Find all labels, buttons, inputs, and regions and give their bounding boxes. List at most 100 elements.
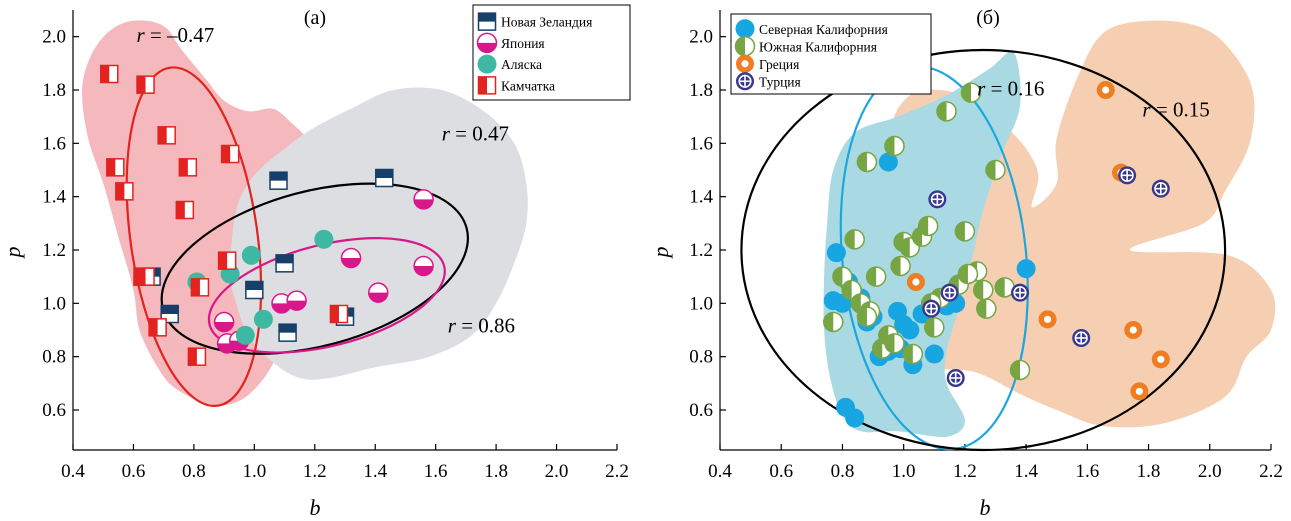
legend-box [730,13,932,95]
x-tick-label: 2.2 [1259,461,1283,482]
legend-marker [477,54,497,74]
y-tick-label: 0.8 [689,347,713,368]
panel-label: (а) [304,7,326,29]
r-label: r = 0.86 [448,314,515,338]
x-tick-label: 0.4 [708,461,732,482]
y-tick-label: 2.0 [42,27,66,48]
data-point [178,158,198,177]
series-2 [906,81,1170,401]
series-0 [142,168,394,342]
y-tick-label: 1.0 [689,293,713,314]
data-point [957,263,979,285]
y-tick-label: 1.8 [42,80,66,101]
data-point [136,267,155,286]
y-tick-label: 1.2 [689,240,713,261]
series-1 [213,189,434,354]
data-point [1151,350,1170,369]
data-point [865,266,887,287]
x-axis-title: b [980,495,991,520]
data-point [1124,321,1143,339]
correlation-labels: r = –0.47 r = 0.47 r = 0.86 [136,23,515,338]
data-point [902,343,924,365]
data-point [278,323,297,342]
r-label: r = 0.16 [977,76,1044,100]
data-point [106,158,125,177]
data-point [157,126,176,145]
y-tick-label: 1.6 [42,133,66,154]
x-tick-label: 2.0 [1198,461,1222,482]
y-tick-label: 1.0 [42,293,66,314]
data-point [329,304,349,324]
y-tick-label: 0.6 [689,400,713,421]
data-point [856,151,878,173]
x-tick-label: 1.8 [1137,461,1161,482]
legend-marker [736,54,754,73]
data-point [973,279,994,301]
data-point [1038,310,1057,329]
legend-marker [477,76,497,95]
data-point [271,293,292,314]
legend-label: Новая Зеландия [501,15,592,30]
x-tick-label: 0.6 [122,461,146,482]
r-label: r = 0.47 [442,122,509,146]
data-point [136,75,155,94]
y-axis-title: p [0,247,25,260]
data-point [269,171,288,190]
data-point [884,333,905,354]
series-3 [100,64,349,366]
y-axis-title: p [648,247,673,260]
data-point [1010,283,1029,302]
data-point [190,278,210,297]
data-point [100,64,119,84]
data-point [314,229,334,249]
regions [82,20,528,406]
x-tick-label: 0.8 [831,461,855,482]
data-point [213,311,235,333]
legend-marker [735,19,755,39]
x-tick-label: 0.8 [182,461,206,482]
y-tick-label: 1.4 [42,187,66,208]
legend-label: Камчатка [501,78,555,93]
data-point [367,282,389,303]
data-point [241,245,261,265]
legend: Новая Зеландия Япония Аляска Камчатка [472,4,631,101]
y-tick-label: 1.8 [689,80,713,101]
legend-marker [477,12,497,31]
data-point [976,298,997,319]
x-tick-label: 1.4 [363,461,387,482]
data-point [924,317,945,338]
data-point [1072,329,1091,347]
data-point [940,283,959,302]
series [823,81,1170,428]
data-point [844,229,865,250]
legend: Северная Калифорния Южная Калифорния Греци… [730,13,932,95]
data-point [253,309,273,329]
legend-label: Греция [759,57,799,72]
data-point [148,318,167,337]
correlation-labels: r = 0.16 r = 0.15 [977,76,1210,121]
ellipse-1 [740,48,1227,452]
data-point [906,273,925,291]
panel-a: 0.4 0.6 0.8 1.0 1.2 1.4 1.6 1.8 2.0 2.2 0.6 0.8 1.0 1… [0,4,631,520]
series [100,64,434,366]
data-point [375,168,394,188]
data-point [856,306,878,327]
data-point [890,255,911,277]
data-point [884,135,905,157]
legend-marker [734,36,756,57]
data-point [928,190,947,209]
x-tick-label: 1.6 [424,461,448,482]
y-tick-label: 1.4 [689,187,713,208]
series-1 [823,82,1031,381]
legend-marker [736,72,754,91]
data-point [960,82,982,103]
data-point [1016,259,1036,279]
legend-label: Турция [759,74,801,89]
data-point [826,243,846,263]
x-tick-label: 1.0 [242,461,266,482]
data-point [220,144,240,164]
r-label: r = 0.15 [1142,98,1209,122]
legend-label: Япония [501,36,545,51]
data-point [946,369,965,387]
x-tick-label: 1.6 [1075,461,1099,482]
